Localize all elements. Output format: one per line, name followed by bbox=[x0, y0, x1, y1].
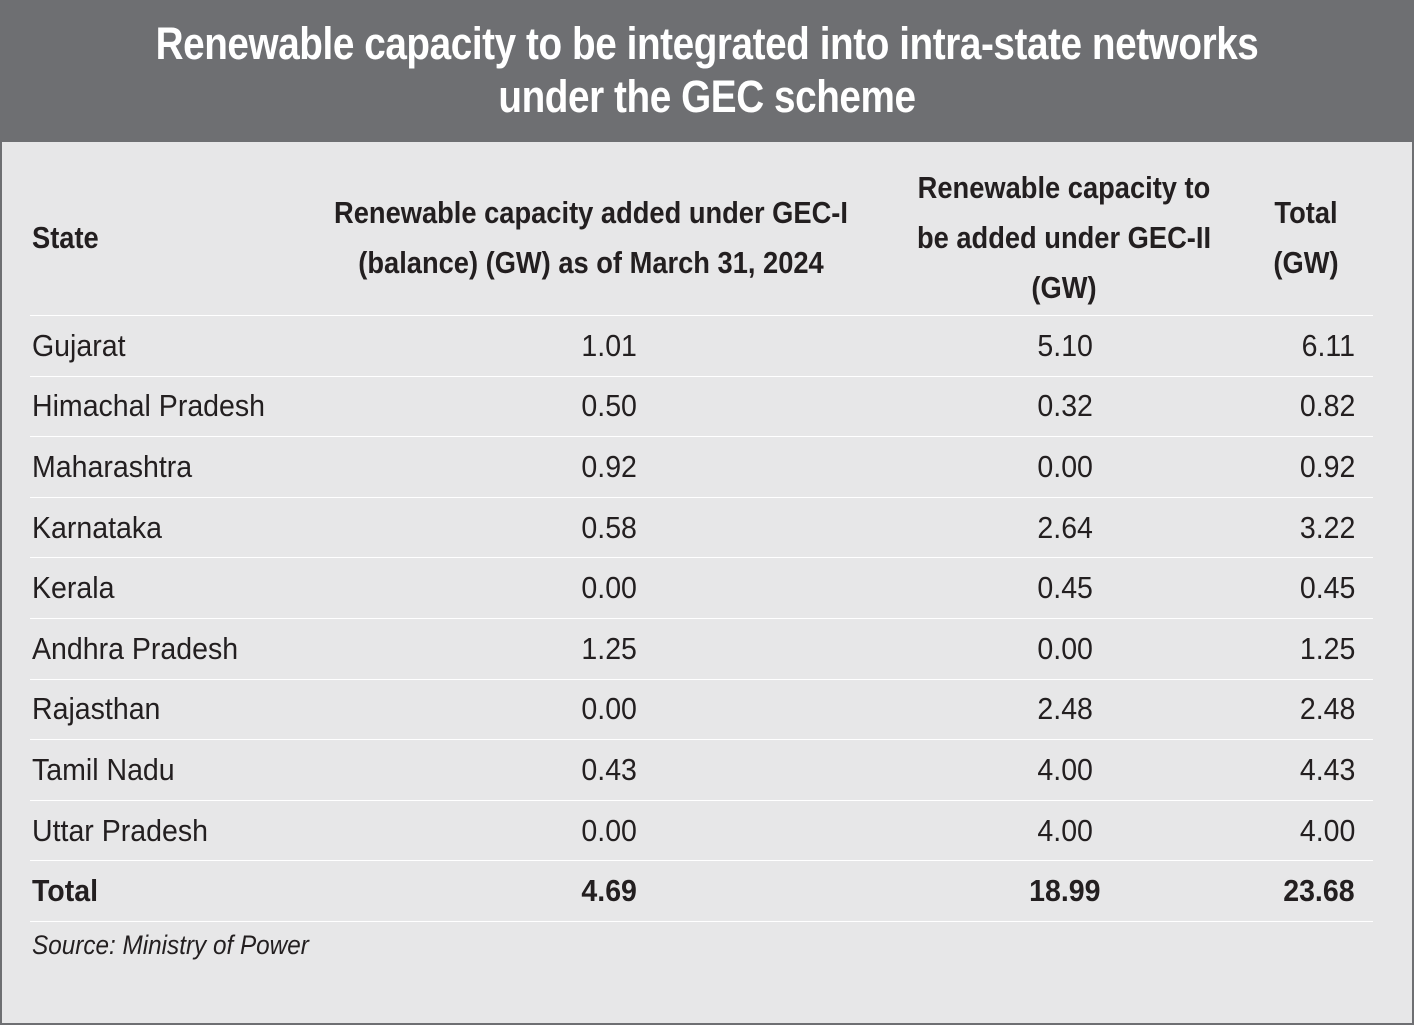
cell-state: Total bbox=[30, 860, 328, 922]
table-row: Gujarat 1.01 5.10 6.11 bbox=[30, 315, 1373, 377]
cell-total: 0.45 bbox=[1239, 557, 1373, 619]
cell-state: Rajasthan bbox=[30, 679, 328, 741]
cell-total: 0.92 bbox=[1239, 436, 1373, 498]
cell-gec2: 2.64 bbox=[891, 497, 1240, 559]
cell-gec2: 0.32 bbox=[891, 376, 1240, 438]
cell-gec1: 0.58 bbox=[327, 497, 892, 559]
cell-gec2: 18.99 bbox=[891, 860, 1240, 922]
table-row: Andhra Pradesh 1.25 0.00 1.25 bbox=[30, 618, 1373, 680]
cell-total: 2.48 bbox=[1239, 679, 1373, 741]
page-title: Renewable capacity to be integrated into… bbox=[155, 18, 1259, 122]
cell-gec1: 0.00 bbox=[327, 679, 892, 741]
column-header-total: Total (GW) bbox=[1239, 160, 1373, 316]
cell-gec1: 0.00 bbox=[327, 557, 892, 619]
column-header-gec1: Renewable capacity added under GEC-I (ba… bbox=[327, 160, 892, 316]
cell-total: 4.43 bbox=[1239, 739, 1373, 801]
cell-state: Gujarat bbox=[30, 315, 328, 377]
cell-gec2: 0.45 bbox=[891, 557, 1240, 619]
header-row: State Renewable capacity added under GEC… bbox=[30, 160, 1373, 316]
cell-gec1: 4.69 bbox=[327, 860, 892, 922]
table-row: Maharashtra 0.92 0.00 0.92 bbox=[30, 436, 1373, 498]
table-row: Rajasthan 0.00 2.48 2.48 bbox=[30, 679, 1373, 741]
cell-gec2: 4.00 bbox=[891, 800, 1240, 862]
cell-total: 4.00 bbox=[1239, 800, 1373, 862]
cell-gec2: 0.00 bbox=[891, 618, 1240, 680]
cell-gec1: 0.92 bbox=[327, 436, 892, 498]
cell-state: Kerala bbox=[30, 557, 328, 619]
cell-state: Tamil Nadu bbox=[30, 739, 328, 801]
source-note: Source: Ministry of Power bbox=[32, 930, 309, 960]
table-body: Gujarat 1.01 5.10 6.11 Himachal Pradesh 0.50 0… bbox=[30, 315, 1373, 922]
table-header: State Renewable capacity added under GEC… bbox=[30, 160, 1373, 316]
table-row: Uttar Pradesh 0.00 4.00 4.00 bbox=[30, 800, 1373, 862]
column-header-state: State bbox=[30, 160, 328, 316]
cell-gec1: 0.50 bbox=[327, 376, 892, 438]
table-row: Himachal Pradesh 0.50 0.32 0.82 bbox=[30, 376, 1373, 438]
cell-total: 1.25 bbox=[1239, 618, 1373, 680]
cell-state: Andhra Pradesh bbox=[30, 618, 328, 680]
capacity-table: State Renewable capacity added under GEC… bbox=[30, 160, 1373, 922]
total-row: Total 4.69 18.99 23.68 bbox=[30, 860, 1373, 922]
cell-state: Uttar Pradesh bbox=[30, 800, 328, 862]
table-row: Kerala 0.00 0.45 0.45 bbox=[30, 557, 1373, 619]
cell-state: Karnataka bbox=[30, 497, 328, 559]
cell-gec1: 0.00 bbox=[327, 800, 892, 862]
cell-gec1: 1.25 bbox=[327, 618, 892, 680]
column-header-gec2: Renewable capacity to be added under GEC… bbox=[891, 160, 1240, 316]
title-bar: Renewable capacity to be integrated into… bbox=[2, 2, 1412, 142]
table-row: Tamil Nadu 0.43 4.00 4.43 bbox=[30, 739, 1373, 801]
cell-gec1: 0.43 bbox=[327, 739, 892, 801]
cell-total: 3.22 bbox=[1239, 497, 1373, 559]
cell-total: 23.68 bbox=[1239, 860, 1373, 922]
cell-total: 0.82 bbox=[1239, 376, 1373, 438]
cell-state: Himachal Pradesh bbox=[30, 376, 328, 438]
cell-total: 6.11 bbox=[1239, 315, 1373, 377]
cell-gec2: 5.10 bbox=[891, 315, 1240, 377]
cell-state: Maharashtra bbox=[30, 436, 328, 498]
cell-gec2: 0.00 bbox=[891, 436, 1240, 498]
cell-gec1: 1.01 bbox=[327, 315, 892, 377]
table-row: Karnataka 0.58 2.64 3.22 bbox=[30, 497, 1373, 559]
cell-gec2: 4.00 bbox=[891, 739, 1240, 801]
cell-gec2: 2.48 bbox=[891, 679, 1240, 741]
